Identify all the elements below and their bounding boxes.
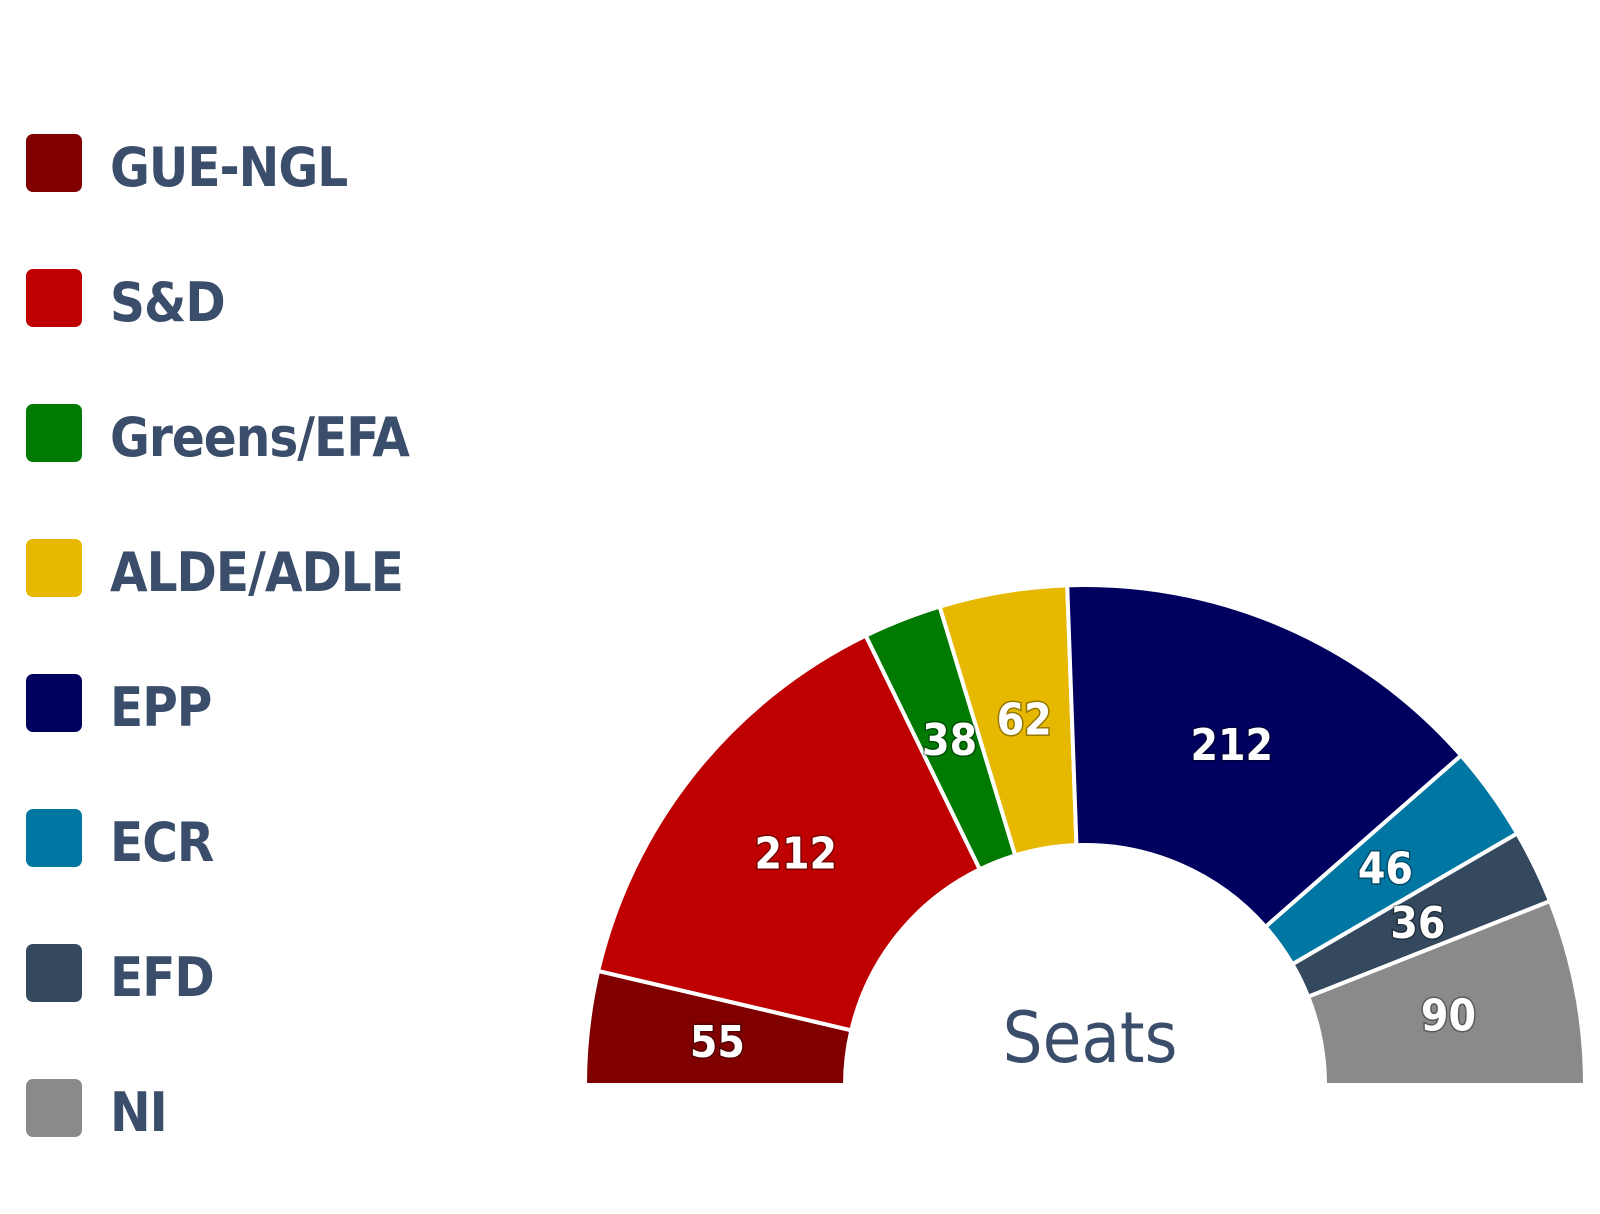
legend-swatch-greens-efa bbox=[26, 404, 82, 462]
legend-label-epp: EPP bbox=[110, 676, 212, 739]
legend-label-greens-efa: Greens/EFA bbox=[110, 406, 410, 469]
value-label-ecr: 46 bbox=[1358, 844, 1413, 895]
value-label-gue-ngl: 55 bbox=[690, 1017, 745, 1068]
value-label-epp: 212 bbox=[1190, 720, 1273, 771]
slice-s-d bbox=[596, 633, 982, 1033]
legend-swatch-alde-adle bbox=[26, 539, 82, 597]
legend-swatch-epp bbox=[26, 674, 82, 732]
legend-label-gue-ngl: GUE-NGL bbox=[110, 136, 348, 199]
legend-swatch-s-d bbox=[26, 269, 82, 327]
value-label-s-d: 212 bbox=[754, 829, 837, 880]
legend-label-s-d: S&D bbox=[110, 271, 226, 334]
legend-swatch-gue-ngl bbox=[26, 134, 82, 192]
legend-label-ecr: ECR bbox=[110, 811, 214, 874]
legend-swatch-ecr bbox=[26, 809, 82, 867]
legend-label-alde-adle: ALDE/ADLE bbox=[110, 541, 404, 604]
value-label-efd: 36 bbox=[1390, 898, 1445, 949]
chart-slices bbox=[583, 583, 1587, 1087]
legend-swatch-efd bbox=[26, 944, 82, 1002]
value-label-greens-efa: 38 bbox=[922, 715, 977, 766]
legend-label-ni: NI bbox=[110, 1081, 168, 1144]
chart-center-label: Seats bbox=[1003, 997, 1178, 1079]
legend-label-efd: EFD bbox=[110, 946, 215, 1009]
legend-swatch-ni bbox=[26, 1079, 82, 1137]
value-label-alde-adle: 62 bbox=[997, 695, 1052, 746]
slice-ni bbox=[1306, 899, 1587, 1087]
value-label-ni: 90 bbox=[1421, 990, 1476, 1041]
